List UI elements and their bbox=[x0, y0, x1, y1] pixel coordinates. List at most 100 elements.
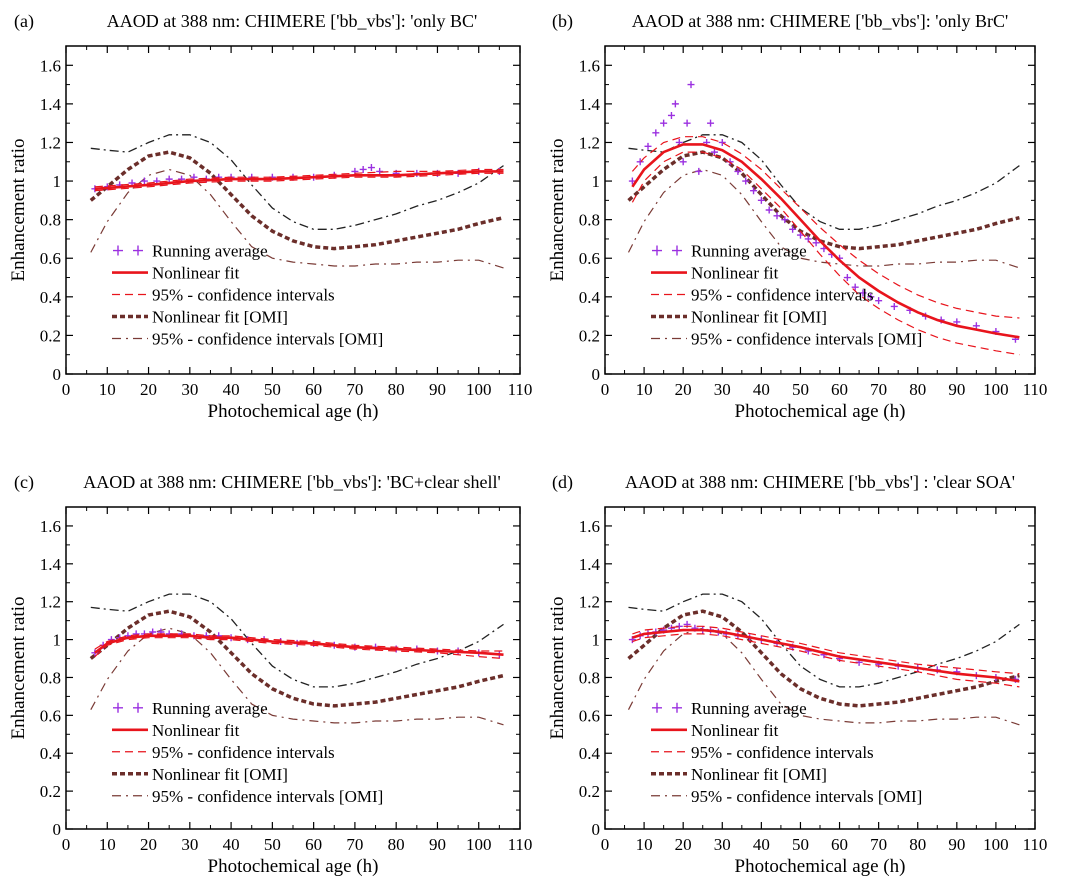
legend-swatch-running-average bbox=[113, 702, 123, 713]
panel-label: (c) bbox=[14, 472, 34, 493]
y-axis-label: Enhancement ratio bbox=[547, 139, 568, 282]
legend-swatch-running-average bbox=[672, 702, 682, 713]
running-average-point bbox=[765, 206, 773, 214]
x-tick-label: 90 bbox=[429, 380, 446, 399]
panel-b: (b) AAOD at 388 nm: CHIMERE ['bb_vbs']: '… bbox=[547, 11, 1047, 422]
legend-label: Nonlinear fit [OMI] bbox=[152, 765, 288, 784]
panel-label: (d) bbox=[552, 472, 573, 493]
omi-ci-lower-line bbox=[627, 627, 1020, 726]
running-average-point bbox=[789, 225, 797, 233]
running-average-point bbox=[734, 167, 742, 175]
y-axis-label: Enhancement ratio bbox=[547, 597, 568, 740]
ci-upper-line bbox=[632, 625, 1020, 675]
y-tick-label: 0.6 bbox=[579, 706, 600, 725]
x-tick-label: 100 bbox=[466, 380, 492, 399]
x-tick-label: 100 bbox=[466, 835, 492, 854]
y-tick-label: 0.2 bbox=[579, 326, 600, 345]
legend: Running average Nonlinear fit 95% - confid… bbox=[112, 699, 383, 806]
legend-label: 95% - confidence intervals bbox=[691, 743, 874, 762]
x-tick-label: 20 bbox=[140, 380, 157, 399]
x-tick-label: 80 bbox=[388, 380, 405, 399]
plot-data bbox=[627, 593, 1020, 726]
ci-lower-line bbox=[94, 172, 504, 192]
x-tick-label: 70 bbox=[346, 835, 363, 854]
y-tick-label: 1.2 bbox=[40, 133, 61, 152]
y-tick-label: 0.2 bbox=[40, 782, 61, 801]
running-average-point bbox=[718, 138, 726, 146]
x-tick-label: 110 bbox=[508, 380, 533, 399]
running-average-point bbox=[660, 119, 668, 127]
running-average-point bbox=[757, 196, 765, 204]
x-tick-label: 20 bbox=[140, 835, 157, 854]
x-tick-label: 50 bbox=[264, 835, 281, 854]
plot-frame bbox=[65, 506, 521, 830]
running-average-point bbox=[683, 119, 691, 127]
running-average-point bbox=[91, 649, 99, 657]
y-tick-label: 1.6 bbox=[40, 56, 61, 75]
y-tick-label: 1.4 bbox=[579, 95, 601, 114]
y-tick-label: 0 bbox=[592, 820, 601, 839]
legend-label: Running average bbox=[691, 242, 807, 261]
x-tick-label: 90 bbox=[429, 835, 446, 854]
omi-fit-line bbox=[627, 150, 1020, 251]
legend: Running average Nonlinear fit 95% - confid… bbox=[651, 242, 922, 349]
y-tick-label: 1 bbox=[53, 631, 62, 650]
x-tick-label: 50 bbox=[792, 380, 809, 399]
y-axis-label: Enhancement ratio bbox=[8, 597, 29, 740]
y-axis-label: Enhancement ratio bbox=[8, 139, 29, 282]
plot-data bbox=[627, 81, 1020, 356]
running-average-point bbox=[796, 231, 804, 239]
x-tick-label: 20 bbox=[675, 380, 692, 399]
ci-upper-line bbox=[94, 168, 504, 188]
x-tick-label: 20 bbox=[675, 835, 692, 854]
legend: Running average Nonlinear fit 95% - confid… bbox=[112, 242, 383, 349]
x-tick-label: 50 bbox=[792, 835, 809, 854]
running-average-point bbox=[190, 173, 198, 181]
legend-label: Nonlinear fit [OMI] bbox=[152, 308, 288, 327]
y-tick-label: 0.8 bbox=[40, 668, 61, 687]
legend-label: Running average bbox=[691, 699, 807, 718]
omi-fit-line bbox=[89, 150, 504, 251]
y-tick-label: 1 bbox=[592, 172, 601, 191]
running-average-point bbox=[859, 289, 867, 297]
running-average-point bbox=[671, 100, 679, 108]
y-tick-label: 0 bbox=[53, 820, 62, 839]
y-tick-label: 1.6 bbox=[40, 517, 61, 536]
x-tick-label: 0 bbox=[601, 380, 610, 399]
running-average-point bbox=[628, 177, 636, 185]
running-average-point bbox=[867, 293, 875, 301]
x-tick-label: 0 bbox=[62, 380, 71, 399]
running-average-point bbox=[972, 322, 980, 330]
x-tick-label: 50 bbox=[264, 380, 281, 399]
y-tick-label: 0.4 bbox=[40, 288, 62, 307]
y-tick-label: 1.6 bbox=[579, 517, 600, 536]
x-tick-label: 80 bbox=[909, 835, 926, 854]
y-tick-label: 0.4 bbox=[40, 744, 62, 763]
x-tick-label: 100 bbox=[983, 835, 1009, 854]
x-tick-label: 60 bbox=[831, 380, 848, 399]
legend-label: Running average bbox=[152, 242, 268, 261]
ci-upper-line bbox=[94, 633, 504, 652]
legend-label: Nonlinear fit [OMI] bbox=[691, 308, 827, 327]
y-tick-label: 0.8 bbox=[579, 211, 600, 230]
running-average-point bbox=[781, 216, 789, 224]
omi-ci-upper-line bbox=[90, 134, 504, 230]
x-tick-label: 10 bbox=[99, 380, 116, 399]
panel-c: (c) AAOD at 388 nm: CHIMERE ['bb_vbs']: '… bbox=[8, 472, 532, 877]
omi-ci-upper-line bbox=[628, 134, 1020, 230]
legend-swatch-running-average bbox=[133, 245, 143, 256]
running-average-point bbox=[710, 148, 718, 156]
legend-label: Running average bbox=[152, 699, 268, 718]
running-average-point bbox=[812, 239, 820, 247]
y-tick-label: 1.4 bbox=[579, 555, 601, 574]
y-tick-label: 1.4 bbox=[40, 555, 62, 574]
y-tick-label: 1.2 bbox=[579, 133, 600, 152]
nonlinear-fit-line bbox=[94, 634, 504, 656]
legend-label: 95% - confidence intervals bbox=[691, 286, 874, 305]
x-axis-label: Photochemical age (h) bbox=[735, 856, 906, 877]
y-tick-label: 0 bbox=[592, 365, 601, 384]
omi-ci-lower-line bbox=[90, 627, 504, 726]
legend-label: Nonlinear fit bbox=[152, 721, 240, 740]
legend-swatch-running-average bbox=[652, 702, 662, 713]
legend: Running average Nonlinear fit 95% - confid… bbox=[651, 699, 922, 806]
